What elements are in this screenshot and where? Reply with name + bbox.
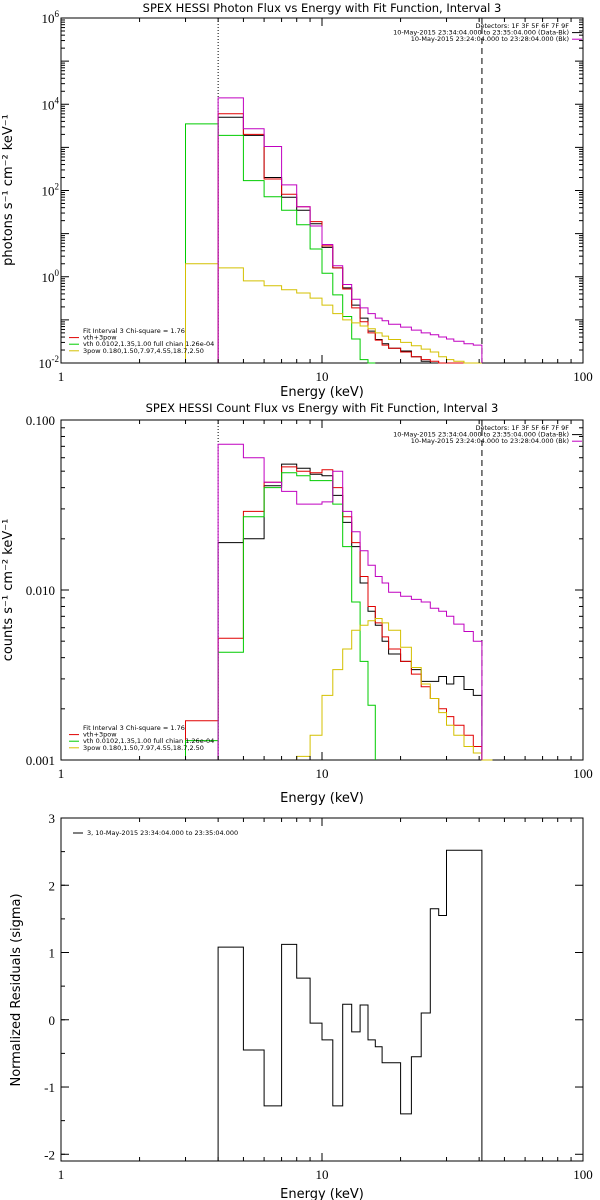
series-group	[185, 97, 483, 364]
legend-entry: Fit Interval 3 Chi-square = 1.76	[83, 724, 185, 732]
series-line-vth-3pow	[217, 113, 482, 364]
x-tick-label: 100	[573, 766, 593, 781]
series-line-vth-3pow	[185, 466, 483, 760]
axis-ticks: 1 10 100 -2 -1 0 1 2 3	[44, 811, 593, 1182]
series-group	[185, 443, 493, 761]
y-tick-label: 104	[42, 95, 60, 112]
legend-entry: 10-May-2015 23:24:04.000 to 23:28:04.000…	[411, 437, 569, 445]
y-tick-label: 3	[49, 811, 56, 826]
y-tick-label: -1	[44, 1080, 55, 1095]
plot-frame	[60, 817, 584, 1162]
legend-entry: Fit Interval 3 Chi-square = 1.76	[83, 327, 185, 335]
series-line-bk	[217, 443, 483, 760]
legend-entry: vth+3pow	[83, 731, 117, 739]
x-tick-label: 1	[58, 1167, 65, 1182]
x-tick-label: 100	[573, 369, 593, 384]
legend-top-left: 3, 10-May-2015 23:34:04.000 to 23:35:04.…	[73, 829, 238, 837]
y-tick-label: 0.001	[26, 753, 55, 768]
legend-top-right: Detectors: 1F 3F 5F 6F 7F 9F10-May-2015 …	[393, 424, 582, 445]
chart-title: SPEX HESSI Photon Flux vs Energy with Fi…	[143, 1, 502, 15]
y-axis-label: Normalized Residuals (sigma)	[9, 893, 24, 1086]
y-axis-label: photons s⁻¹ cm⁻² keV⁻¹	[1, 114, 16, 266]
plot-frame	[60, 17, 584, 364]
series-line-data	[217, 463, 483, 760]
legend-entry: 3pow 0.180,1.50,7.97,4.55,18.7,2.50	[83, 744, 204, 752]
legend-top-right: Detectors: 1F 3F 5F 6F 7F 9F10-May-2015 …	[393, 22, 582, 43]
x-tick-label: 100	[573, 1167, 593, 1182]
range-markers	[217, 18, 483, 363]
x-tick-label: 10	[316, 369, 329, 384]
series-line-vth	[185, 123, 376, 364]
x-tick-label: 10	[316, 1167, 329, 1182]
legend-bottom-left: Fit Interval 3 Chi-square = 1.76vth+3pow…	[69, 327, 214, 355]
photon-flux-panel: SPEX HESSI Photon Flux vs Energy with Fi…	[1, 1, 593, 400]
legend-entry: 10-May-2015 23:34:04.000 to 23:35:04.000…	[393, 431, 569, 439]
x-tick-label: 1	[58, 369, 65, 384]
x-axis-label: Energy (keV)	[280, 791, 364, 806]
legend-bottom-left: Fit Interval 3 Chi-square = 1.76vth+3pow…	[69, 724, 214, 752]
x-axis-label: Energy (keV)	[280, 1187, 364, 1200]
y-tick-label: 100	[42, 268, 60, 285]
legend-entry: 10-May-2015 23:24:04.000 to 23:28:04.000…	[411, 35, 569, 43]
legend-entry: vth 0.0102,1.35,1.00 full chian 1.26e-04	[83, 737, 214, 745]
y-tick-label: 2	[49, 878, 56, 893]
legend-entry: Detectors: 1F 3F 5F 6F 7F 9F	[475, 22, 569, 30]
chart-title: SPEX HESSI Count Flux vs Energy with Fit…	[146, 401, 499, 415]
legend-entry: Detectors: 1F 3F 5F 6F 7F 9F	[475, 424, 569, 432]
series-line-data	[217, 116, 482, 364]
series-line-bk	[217, 97, 483, 363]
y-tick-label: 10-2	[39, 354, 60, 371]
series-line-3pow	[296, 618, 493, 761]
y-tick-label: 0.100	[26, 413, 55, 428]
residuals-panel: 1 10 100 -2 -1 0 1 2 3 Energy (keV) Normalized R…	[9, 811, 593, 1200]
legend-entry: vth+3pow	[83, 334, 117, 342]
y-axis-label: counts s⁻¹ cm⁻² keV⁻¹	[1, 519, 16, 662]
legend-entry: 10-May-2015 23:34:04.000 to 23:35:04.000…	[393, 29, 569, 37]
count-flux-panel: SPEX HESSI Count Flux vs Energy with Fit…	[1, 401, 593, 806]
legend-entry: 3pow 0.180,1.50,7.97,4.55,18.7,2.50	[83, 347, 204, 355]
legend-entry: vth 0.0102,1.35,1.00 full chian 1.26e-04	[83, 340, 214, 348]
x-tick-label: 1	[58, 766, 65, 781]
legend-entry: 3, 10-May-2015 23:34:04.000 to 23:35:04.…	[87, 829, 238, 837]
x-axis-label: Energy (keV)	[280, 385, 364, 400]
y-tick-label: 106	[42, 9, 60, 26]
y-tick-label: 0.010	[26, 583, 55, 598]
y-tick-label: 102	[42, 182, 60, 199]
y-tick-label: -2	[44, 1147, 55, 1162]
series-group	[217, 849, 483, 1161]
y-tick-label: 0	[49, 1013, 56, 1028]
series-line-3-10-may-2015-23-34-04-000-to-23-35-04-000	[217, 849, 483, 1161]
x-tick-label: 10	[316, 766, 329, 781]
series-line-vth	[185, 472, 376, 760]
y-tick-label: 1	[49, 946, 56, 961]
series-line-3pow	[185, 263, 482, 364]
axis-ticks: 1 10 100 0.001 0.010 0.100	[26, 413, 593, 781]
